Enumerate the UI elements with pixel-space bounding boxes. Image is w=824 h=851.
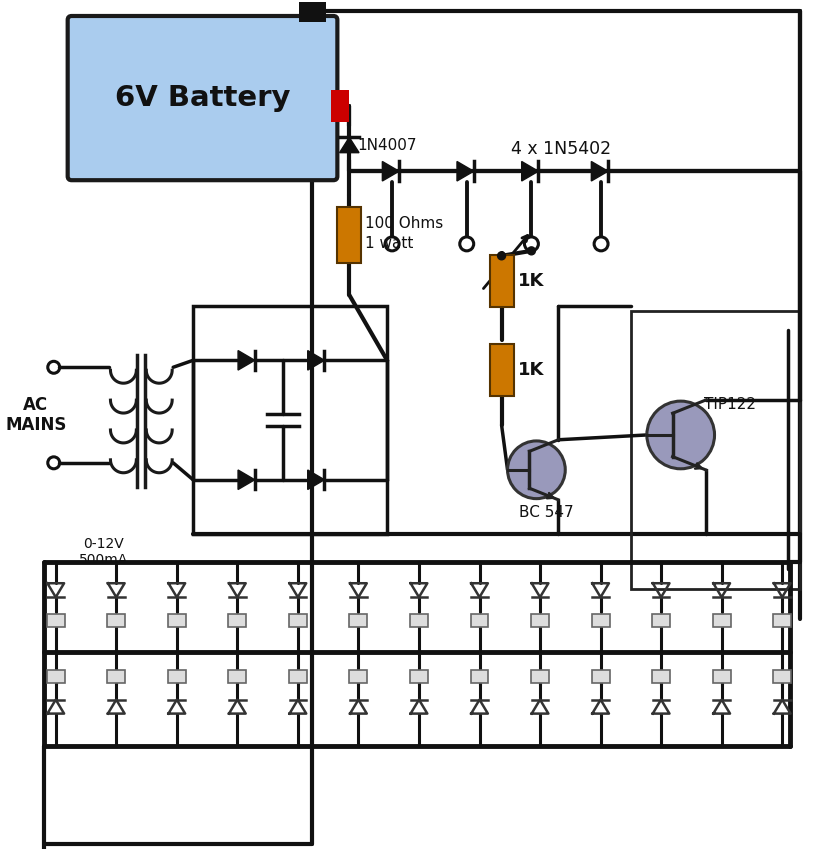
Text: 1K: 1K — [517, 362, 544, 380]
Text: 1N4007: 1N4007 — [358, 138, 417, 153]
Bar — [713, 614, 731, 626]
Polygon shape — [238, 470, 255, 489]
Text: 100 Ohms: 100 Ohms — [365, 216, 443, 231]
Text: 1K: 1K — [517, 271, 544, 289]
Text: 6V Battery: 6V Battery — [115, 84, 290, 112]
Text: 4 x 1N5402: 4 x 1N5402 — [511, 140, 611, 158]
Polygon shape — [238, 351, 255, 370]
Polygon shape — [382, 162, 399, 181]
Bar — [337, 208, 361, 263]
Bar — [410, 671, 428, 683]
Bar — [773, 614, 791, 626]
Bar — [47, 614, 65, 626]
Bar — [107, 671, 125, 683]
Bar — [489, 254, 513, 306]
Bar — [228, 671, 246, 683]
Bar — [349, 671, 368, 683]
Text: BC 547: BC 547 — [519, 505, 574, 520]
Polygon shape — [592, 162, 608, 181]
Text: swagatam innovation: swagatam innovation — [221, 513, 364, 526]
Bar — [773, 671, 791, 683]
Circle shape — [508, 441, 565, 499]
Bar — [168, 614, 185, 626]
Polygon shape — [307, 351, 325, 370]
Text: swagatam innovation: swagatam innovation — [221, 468, 364, 482]
Bar — [107, 614, 125, 626]
Polygon shape — [307, 470, 325, 489]
Bar — [331, 90, 349, 122]
Bar — [531, 671, 549, 683]
Text: swagatam innovation: swagatam innovation — [221, 334, 364, 347]
Bar — [531, 614, 549, 626]
Bar — [652, 614, 670, 626]
Bar — [289, 614, 307, 626]
Bar — [652, 671, 670, 683]
Text: TIP122: TIP122 — [705, 397, 756, 412]
Text: swagatam innovation: swagatam innovation — [221, 379, 364, 391]
Bar — [471, 614, 489, 626]
Bar — [228, 614, 246, 626]
Text: 1 watt: 1 watt — [365, 236, 414, 251]
Bar — [349, 614, 368, 626]
Bar — [410, 614, 428, 626]
Polygon shape — [457, 162, 474, 181]
Bar — [631, 311, 800, 589]
Bar — [47, 671, 65, 683]
Polygon shape — [339, 137, 359, 152]
Bar — [713, 671, 731, 683]
Circle shape — [647, 401, 714, 469]
Circle shape — [527, 247, 536, 254]
Bar — [471, 671, 489, 683]
Circle shape — [498, 252, 506, 260]
Bar — [592, 671, 610, 683]
Bar — [298, 0, 326, 22]
Bar — [489, 345, 513, 397]
Text: swagatam innovation: swagatam innovation — [221, 424, 364, 437]
Bar — [289, 671, 307, 683]
Bar — [168, 671, 185, 683]
Text: 0-12V
500mA: 0-12V 500mA — [79, 537, 128, 568]
Text: AC
MAINS: AC MAINS — [5, 396, 67, 435]
Polygon shape — [522, 162, 538, 181]
Bar — [193, 306, 387, 534]
FancyBboxPatch shape — [68, 16, 337, 180]
Bar — [592, 614, 610, 626]
